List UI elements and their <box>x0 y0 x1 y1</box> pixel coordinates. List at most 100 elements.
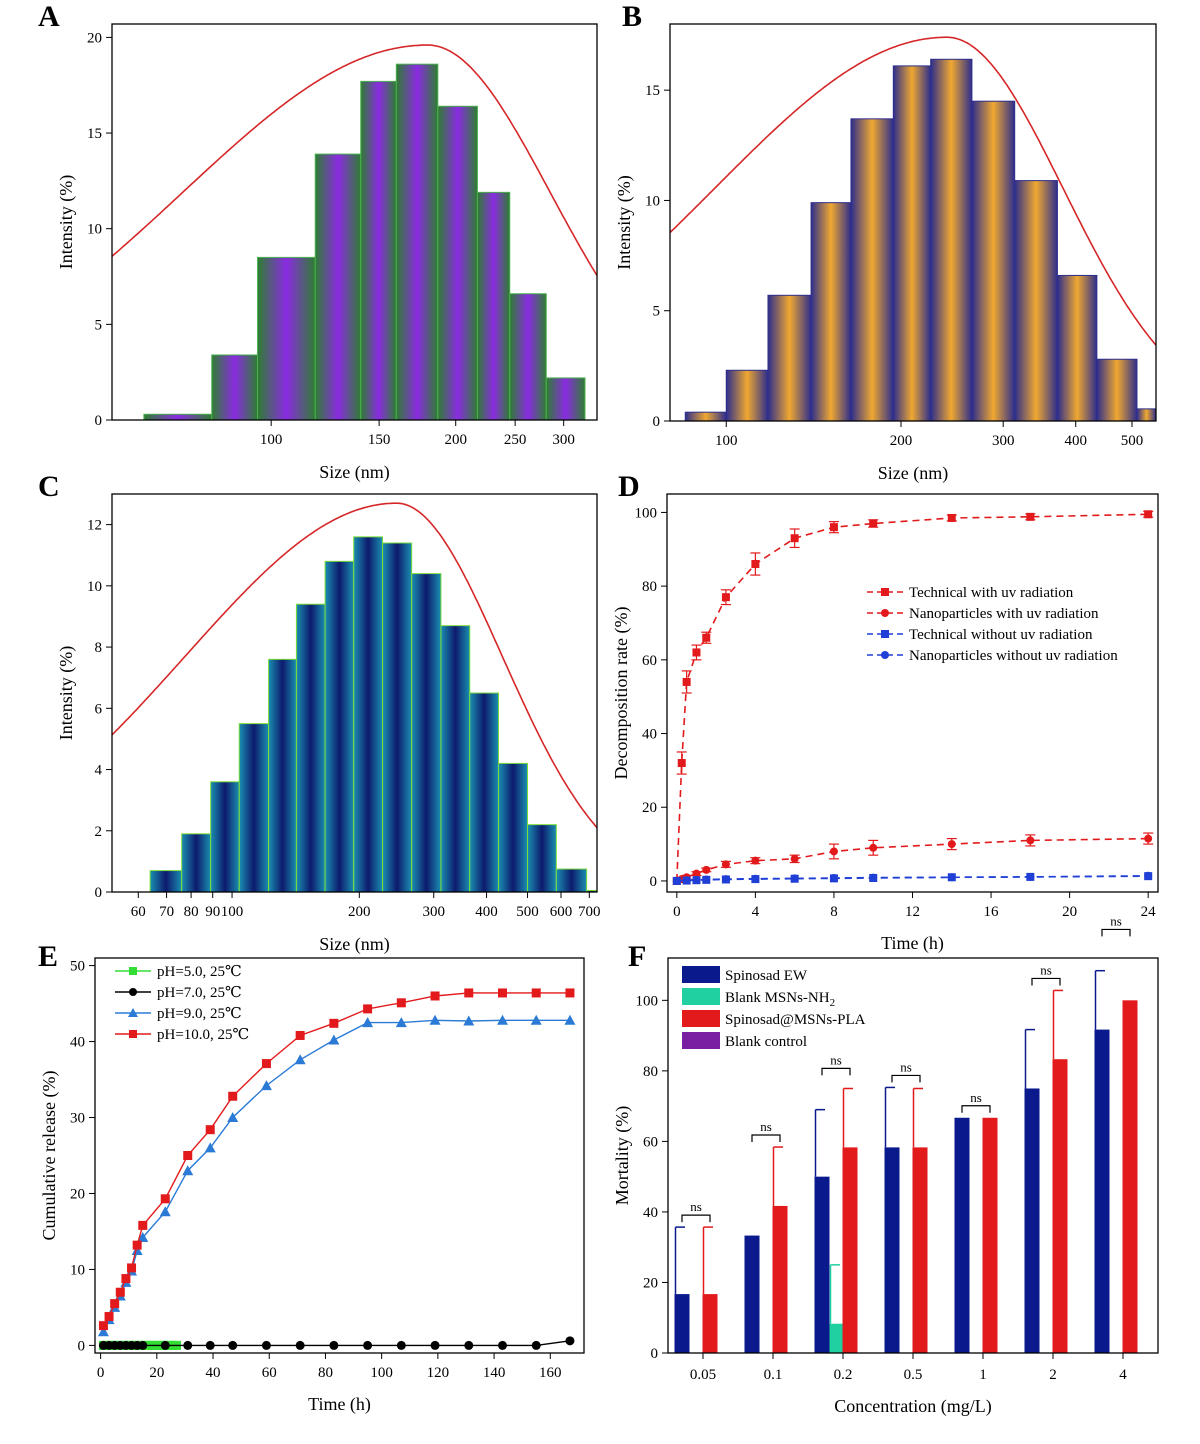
legend-marker <box>881 609 889 617</box>
mortality-bar <box>829 1323 845 1353</box>
panel-e-ytick-label: 10 <box>70 1262 85 1278</box>
legend-swatch <box>682 1010 720 1027</box>
panel-b-xtick-label: 500 <box>1121 433 1144 449</box>
panel-c-xtick-label: 200 <box>348 904 371 920</box>
histogram-bar <box>555 868 588 893</box>
data-point <box>464 988 474 998</box>
panel-label-c: C <box>38 470 60 503</box>
legend-marker <box>881 651 889 659</box>
panel-d-xtick-label: 24 <box>1141 904 1157 920</box>
panel-e-xtick-label: 20 <box>149 1365 164 1381</box>
data-point <box>363 1340 373 1350</box>
data-point <box>227 1112 239 1123</box>
legend-label: Blank control <box>725 1034 807 1050</box>
panel-label-a: A <box>38 0 60 33</box>
panel-e-xtick-label: 160 <box>539 1365 562 1381</box>
significance-label: ns <box>760 1119 772 1134</box>
panel-b-xtick-label: 200 <box>890 433 913 449</box>
data-point <box>1144 510 1153 519</box>
panel-a-ytick-label: 5 <box>95 317 103 333</box>
panel-a-ylabel: Intensity (%) <box>56 175 77 269</box>
legend-marker <box>881 588 889 596</box>
histogram-bar <box>360 80 397 421</box>
histogram-bar <box>238 723 270 893</box>
panel-c-xtick-label: 400 <box>475 904 498 920</box>
significance-label: ns <box>970 1090 982 1105</box>
histogram-bar <box>545 377 586 421</box>
panel-b-xtick-label: 100 <box>715 433 738 449</box>
panel-c-xtick-label: 60 <box>131 904 146 920</box>
panel-b-ytick-label: 10 <box>645 193 660 209</box>
panel-c-ytick-label: 6 <box>95 701 103 717</box>
panel-d-ylabel: Decomposition rate (%) <box>611 607 632 780</box>
panel-b-xtick-label: 400 <box>1064 433 1087 449</box>
histogram-bar <box>268 658 297 893</box>
panel-c-xtick-label: 700 <box>578 904 601 920</box>
panel-c-xlabel: Size (nm) <box>319 934 389 955</box>
panel-f-ytick-label: 60 <box>643 1134 658 1150</box>
data-point <box>790 534 799 543</box>
panel-e-xlabel: Time (h) <box>308 1394 371 1415</box>
data-point <box>160 1340 170 1350</box>
mortality-bar <box>702 1294 718 1353</box>
panel-f-ytick-label: 40 <box>643 1205 658 1221</box>
panel-d-ytick-label: 60 <box>642 653 657 669</box>
histogram-bar <box>684 411 727 422</box>
panel-f-xtick-label: 0.5 <box>904 1367 923 1383</box>
legend-swatch <box>682 966 720 983</box>
significance-bracket <box>1031 977 1061 986</box>
significance-bracket <box>751 1134 781 1143</box>
legend-label: Technical with uv radiation <box>909 585 1074 601</box>
data-point <box>869 843 878 852</box>
legend-marker <box>128 1008 138 1017</box>
panel-f-xtick-label: 4 <box>1119 1367 1127 1383</box>
panel-a-ytick-label: 10 <box>87 222 102 238</box>
data-point <box>430 991 440 1001</box>
data-point <box>721 875 730 884</box>
data-point <box>498 988 507 998</box>
data-point <box>98 1321 108 1331</box>
significance-label: ns <box>1110 913 1122 928</box>
data-point <box>702 875 711 884</box>
panel-f-ytick-label: 100 <box>636 993 659 1009</box>
data-point <box>131 1244 143 1255</box>
histogram-bar <box>353 536 384 893</box>
histogram-bar <box>892 65 932 422</box>
histogram-bar <box>149 870 183 893</box>
data-point <box>721 860 730 869</box>
data-point <box>329 1340 339 1350</box>
panel-c-xtick-label: 90 <box>205 904 220 920</box>
data-point <box>260 1080 272 1091</box>
series-line <box>102 992 570 1327</box>
panel-a-ytick-label: 15 <box>87 126 102 142</box>
data-point <box>183 1340 193 1350</box>
plot-frame <box>94 957 585 1354</box>
data-point <box>790 874 799 883</box>
histogram-bar <box>395 63 439 421</box>
data-point <box>396 1340 406 1350</box>
panel-a-histogram: 0 5 10 15 20 Intensity (%) 100 150 200 250 300 Size… <box>56 23 598 483</box>
histogram-bar <box>437 105 478 421</box>
panel-c-xtick-label: 500 <box>516 904 539 920</box>
data-point <box>294 1054 306 1065</box>
histogram-bar <box>143 413 213 421</box>
panel-a-xtick-label: 200 <box>444 432 467 448</box>
data-point <box>464 1340 474 1350</box>
data-point <box>692 869 701 878</box>
data-point <box>829 847 838 856</box>
data-point <box>329 1018 339 1028</box>
mortality-bar <box>982 1117 998 1353</box>
data-point <box>565 988 575 998</box>
legend-label: Nanoparticles without uv radiation <box>909 648 1118 664</box>
legend-label: pH=7.0, 25℃ <box>157 985 242 1001</box>
panel-d-ytick-label: 40 <box>642 727 657 743</box>
panel-b-histogram: 0 5 10 15 Intensity (%) 100 200 300 400 500 Size (… <box>614 23 1157 484</box>
data-point <box>790 854 799 863</box>
panel-e-xtick-label: 80 <box>318 1365 333 1381</box>
panel-label-d: D <box>618 470 640 503</box>
panel-c-ytick-label: 2 <box>95 824 103 840</box>
significance-bracket <box>681 1214 711 1223</box>
panel-f-xtick-label: 0.1 <box>764 1367 783 1383</box>
histogram-bar <box>257 256 316 421</box>
mortality-bar <box>814 1176 830 1353</box>
